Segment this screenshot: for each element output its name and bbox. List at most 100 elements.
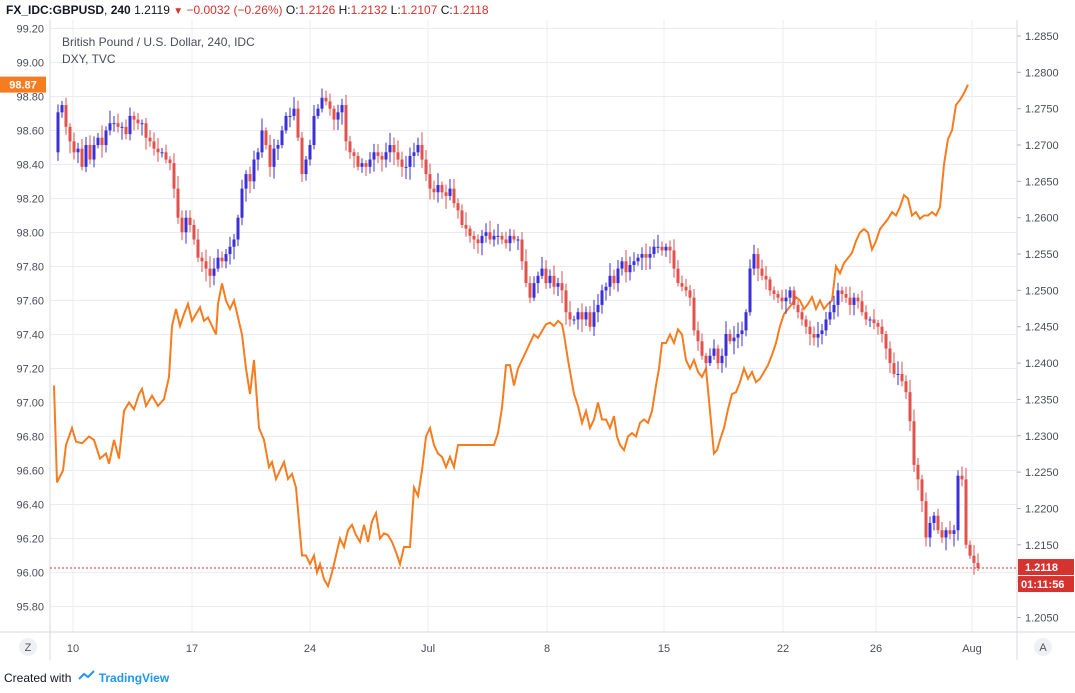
dxy-series xyxy=(53,84,969,589)
left-tick-label: 96.20 xyxy=(16,534,44,546)
candle-body xyxy=(164,152,168,160)
candle-body xyxy=(304,159,308,175)
right-tick-label: 1.2050 xyxy=(1025,612,1059,624)
candle-body xyxy=(296,108,300,138)
left-axis[interactable]: 99.20 99.00 98.80 98.60 98.40 98.20 98.00 97.80… xyxy=(16,20,51,660)
candle-body xyxy=(104,130,108,146)
candle-body xyxy=(760,268,764,276)
candle-body xyxy=(308,145,312,160)
candle-body xyxy=(656,246,660,248)
candle-body xyxy=(272,148,276,167)
candle-body xyxy=(864,312,868,320)
auto-scale-button[interactable]: A xyxy=(1034,638,1052,656)
candle-body xyxy=(332,108,336,120)
symbol-header: FX_IDC:GBPUSD, 240 1.2119 ▼ −0.0032 (−0.… xyxy=(0,0,1075,20)
countdown-label: 01:11:56 xyxy=(1021,579,1064,591)
candle-body xyxy=(288,115,292,117)
candle-body xyxy=(768,279,772,291)
candle-body xyxy=(960,475,964,480)
candle-body xyxy=(80,148,84,167)
candle-body xyxy=(644,254,648,258)
right-tick-label: 1.2250 xyxy=(1025,467,1059,479)
candle-body xyxy=(376,152,380,156)
candle-body xyxy=(764,275,768,280)
candle-body xyxy=(956,475,960,531)
candle-body xyxy=(900,373,904,382)
candle-body xyxy=(796,304,800,313)
candle-body xyxy=(324,97,328,102)
legend-compare-series[interactable]: DXY, TVC xyxy=(62,52,116,66)
zoom-button[interactable]: Z xyxy=(19,638,37,656)
candle-body xyxy=(312,115,316,146)
candle-body xyxy=(952,530,956,534)
candle-body xyxy=(340,105,344,113)
last-price: 1.2119 xyxy=(134,3,170,17)
time-tick-label: 8 xyxy=(544,643,550,655)
candle-body xyxy=(872,319,876,324)
candle-body xyxy=(852,297,856,305)
candle-body xyxy=(188,217,192,225)
candle-body xyxy=(728,333,732,342)
candle-body xyxy=(76,148,80,153)
candle-body xyxy=(456,203,460,211)
candle-body xyxy=(568,312,572,320)
time-axis[interactable]: 10 17 24 Jul 8 15 22 26 Aug xyxy=(0,631,1075,655)
candle-body xyxy=(500,235,504,240)
candle-body xyxy=(536,275,540,284)
candle-body xyxy=(368,159,372,167)
candle-body xyxy=(404,166,408,168)
candle-body xyxy=(928,522,932,538)
candle-body xyxy=(280,130,284,146)
candle-body xyxy=(92,145,96,160)
candle-body xyxy=(432,188,436,193)
gbpusd-series xyxy=(56,88,980,575)
time-tick-label: 22 xyxy=(777,643,789,655)
legend-main-series[interactable]: British Pound / U.S. Dollar, 240, IDC xyxy=(62,35,255,49)
candle-body xyxy=(540,268,544,276)
candle-body xyxy=(492,235,496,240)
candle-body xyxy=(180,217,184,233)
candle-body xyxy=(512,235,516,240)
candle-body xyxy=(144,123,148,138)
time-tick-label: Jul xyxy=(421,643,435,655)
tradingview-brand[interactable]: TradingView xyxy=(98,671,170,685)
candle-body xyxy=(412,152,416,156)
candle-body xyxy=(264,130,268,146)
zoom-button-label: Z xyxy=(25,642,32,654)
left-tick-label: 99.00 xyxy=(16,58,44,70)
candle-body xyxy=(148,137,152,142)
left-tick-label: 95.80 xyxy=(16,602,44,614)
candle-body xyxy=(108,123,112,131)
candle-body xyxy=(116,123,120,127)
candle-body xyxy=(964,479,968,545)
chart-area[interactable]: 99.20 99.00 98.80 98.60 98.40 98.20 98.00 97.80… xyxy=(0,20,1075,660)
candle-body xyxy=(548,275,552,284)
candle-body xyxy=(168,159,172,164)
candle-body xyxy=(564,290,568,313)
candle-body xyxy=(60,105,64,113)
candle-body xyxy=(336,112,340,120)
left-tick-label: 98.80 xyxy=(16,92,44,104)
left-tick-label: 97.20 xyxy=(16,364,44,376)
time-tick-label: 15 xyxy=(658,643,670,655)
candle-body xyxy=(64,105,68,127)
candle-body xyxy=(612,275,616,284)
left-tick-label: 97.60 xyxy=(16,296,44,308)
chart-svg[interactable]: 99.20 99.00 98.80 98.60 98.40 98.20 98.00 97.80… xyxy=(0,20,1075,660)
candle-body xyxy=(364,163,368,167)
symbol-name[interactable]: FX_IDC:GBPUSD xyxy=(6,3,105,17)
candle-body xyxy=(460,210,464,225)
candle-body xyxy=(120,126,124,128)
interval-label[interactable]: 240 xyxy=(110,3,131,17)
candle-body xyxy=(600,290,604,305)
candle-body xyxy=(640,254,644,258)
last-price-label: 1.2118 xyxy=(1025,562,1058,574)
tradingview-logo-icon[interactable] xyxy=(78,664,96,693)
candle-body xyxy=(584,312,588,320)
candle-body xyxy=(112,123,116,125)
candle-body xyxy=(816,333,820,338)
candle-body xyxy=(576,312,580,320)
right-tick-label: 1.2350 xyxy=(1025,394,1059,406)
candle-body xyxy=(736,333,740,338)
candle-body xyxy=(496,235,500,237)
